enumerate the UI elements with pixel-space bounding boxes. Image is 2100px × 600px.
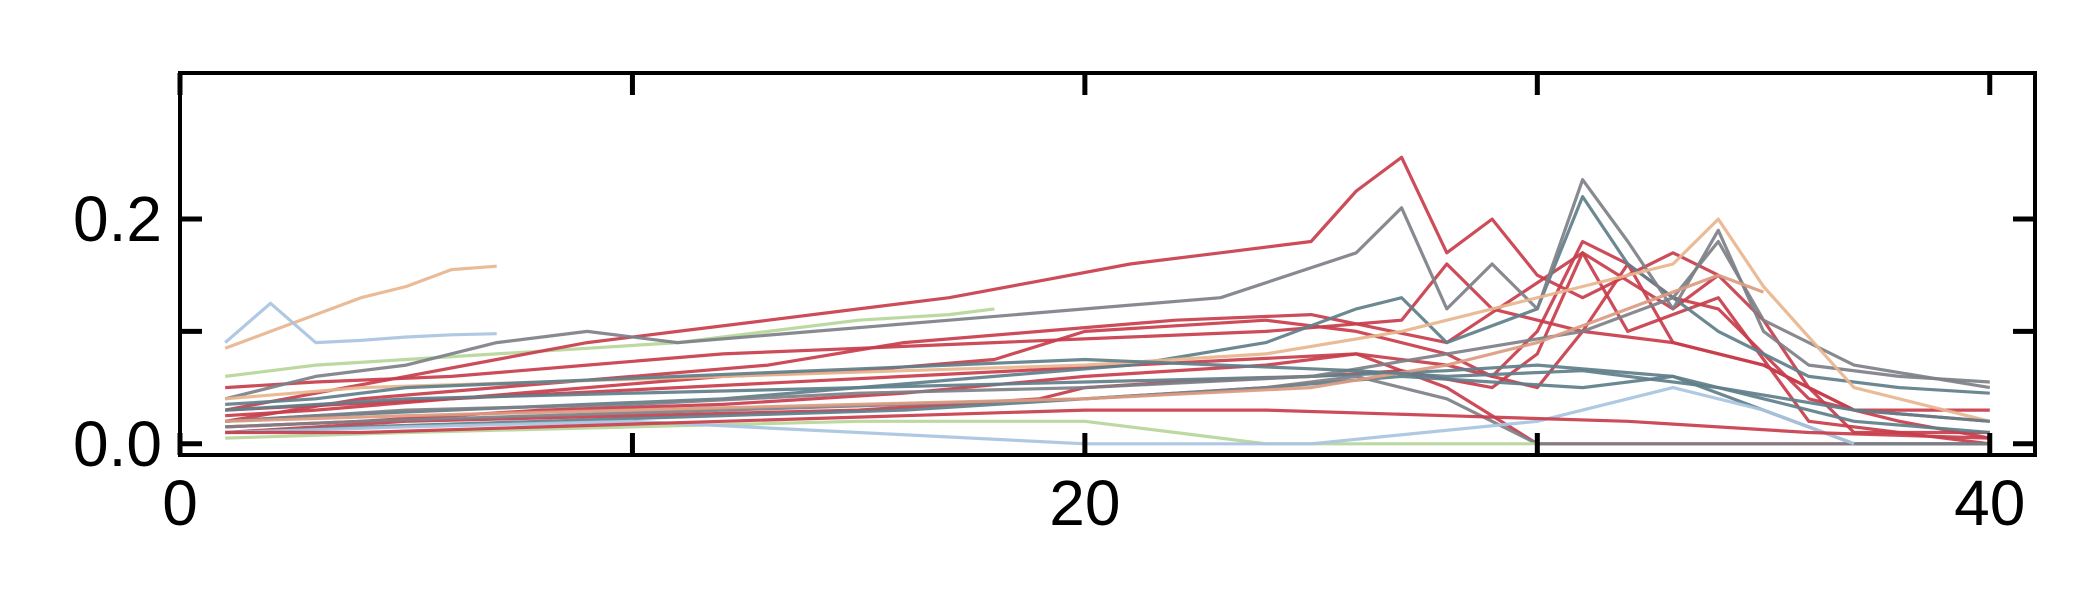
series-line-19 [225,419,1538,446]
tick-layer: 0 20 40 0.0 0.2 [73,73,2035,539]
series-line-18 [225,273,1765,423]
series-line-22 [225,408,1990,440]
series-line-2 [224,301,497,345]
x-tick-label: 0 [162,467,198,539]
series-line-6 [225,239,1991,440]
series-line-15 [225,374,1990,446]
x-tick-label: 40 [1954,467,2025,539]
series-line-10 [225,262,1990,412]
y-tick-label: 0.0 [73,408,162,480]
y-tick-label: 0.2 [73,183,162,255]
x-tick-label: 20 [1049,467,1120,539]
series-line-14 [224,178,1990,401]
series-line-1 [224,264,497,350]
series-line-3 [225,307,995,378]
series-line-20 [225,386,1855,446]
series-line-12 [225,374,1990,435]
series-line-21 [225,357,1990,423]
plot-frame [178,71,2037,457]
series-line-16 [225,239,1991,423]
series-layer [224,155,1991,446]
